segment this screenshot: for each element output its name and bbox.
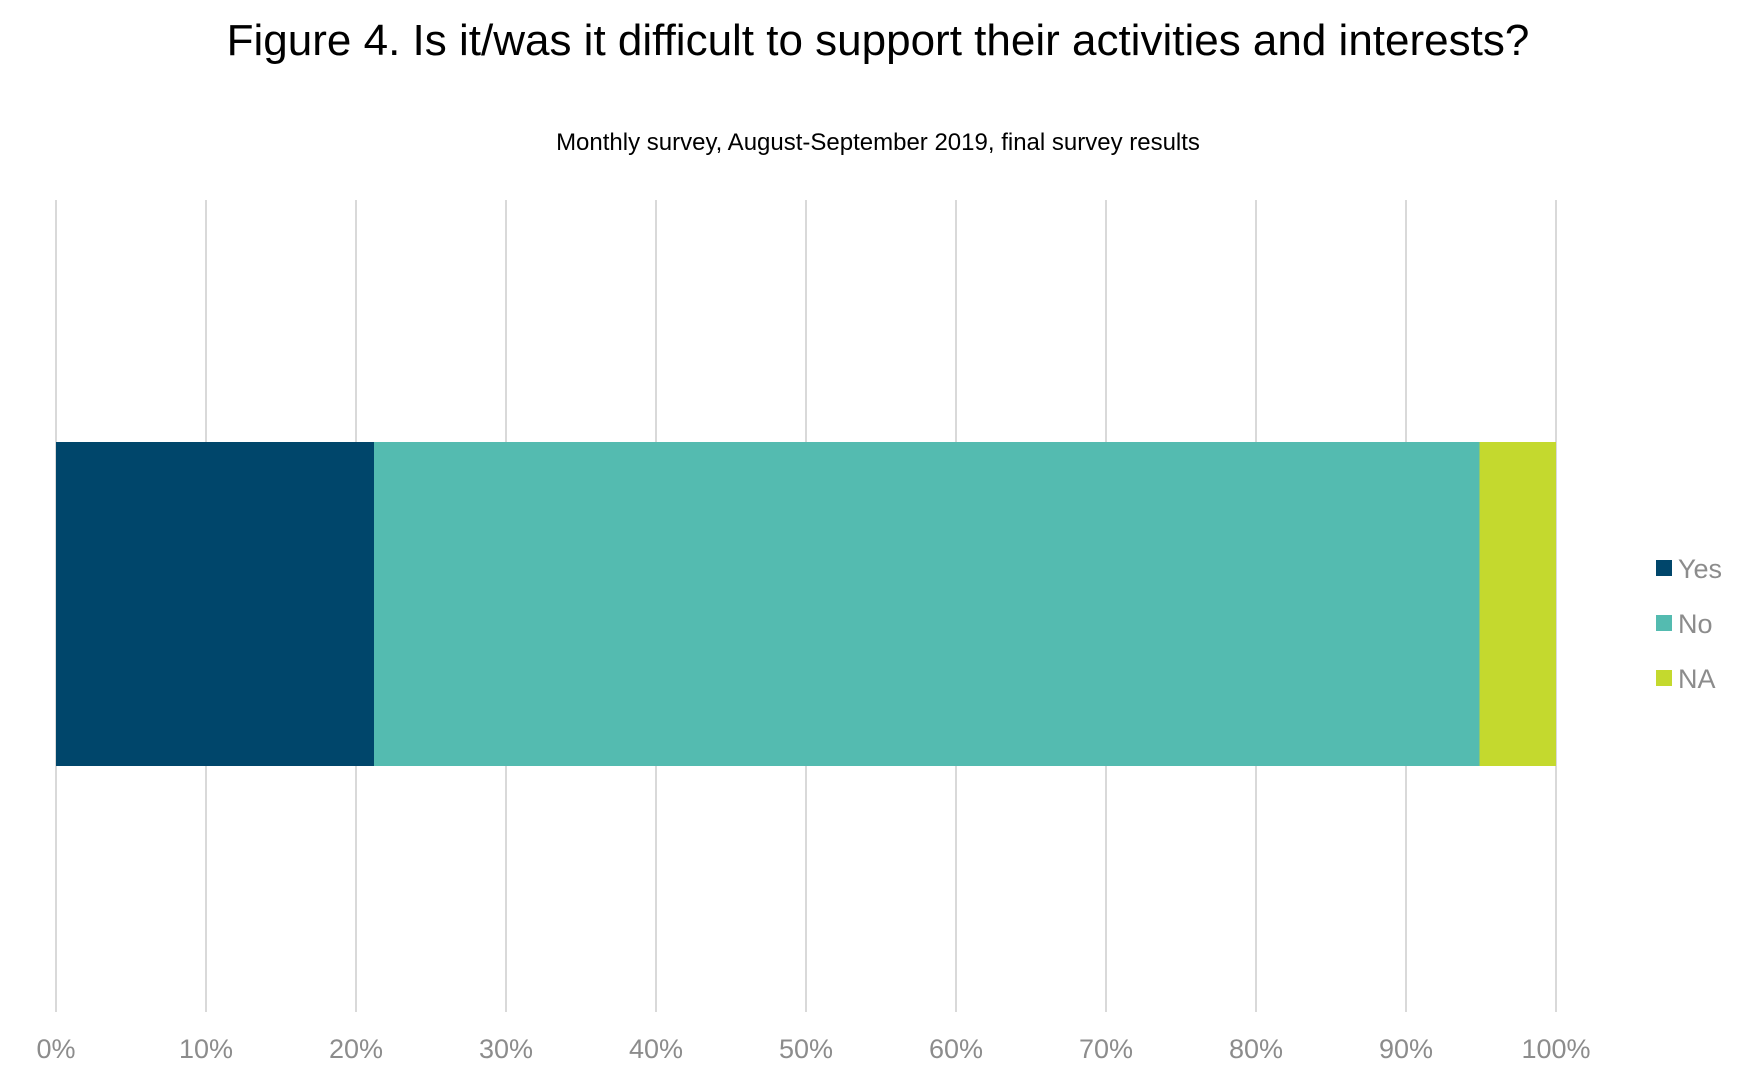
legend-label-no: No [1678, 609, 1713, 639]
x-tick-label: 70% [1079, 1034, 1133, 1064]
x-tick-label: 40% [629, 1034, 683, 1064]
x-tick-label: 0% [36, 1034, 75, 1064]
chart-subtitle: Monthly survey, August-September 2019, f… [556, 129, 1200, 156]
bar-segment-yes [56, 442, 374, 766]
x-tick-label: 80% [1229, 1034, 1283, 1064]
x-tick-label: 20% [329, 1034, 383, 1064]
x-tick-label: 90% [1379, 1034, 1433, 1064]
legend: Yes No NA [1656, 554, 1722, 694]
bar-segment-na [1479, 442, 1556, 766]
x-tick-label: 30% [479, 1034, 533, 1064]
legend-label-na: NA [1678, 664, 1716, 694]
stacked-bar [56, 442, 1556, 766]
x-axis-tick-labels: 0% 10% 20% 30% 40% 50% 60% 70% 80% 90% 100% [36, 1034, 1590, 1064]
x-tick-label: 10% [179, 1034, 233, 1064]
legend-swatch-yes [1656, 560, 1672, 576]
legend-label-yes: Yes [1678, 554, 1722, 584]
legend-swatch-na [1656, 670, 1672, 686]
x-tick-label: 50% [779, 1034, 833, 1064]
chart-title: Figure 4. Is it/was it difficult to supp… [226, 16, 1530, 65]
legend-swatch-no [1656, 615, 1672, 631]
bar-segment-no [374, 442, 1480, 766]
x-tick-label: 100% [1521, 1034, 1590, 1064]
x-tick-label: 60% [929, 1034, 983, 1064]
